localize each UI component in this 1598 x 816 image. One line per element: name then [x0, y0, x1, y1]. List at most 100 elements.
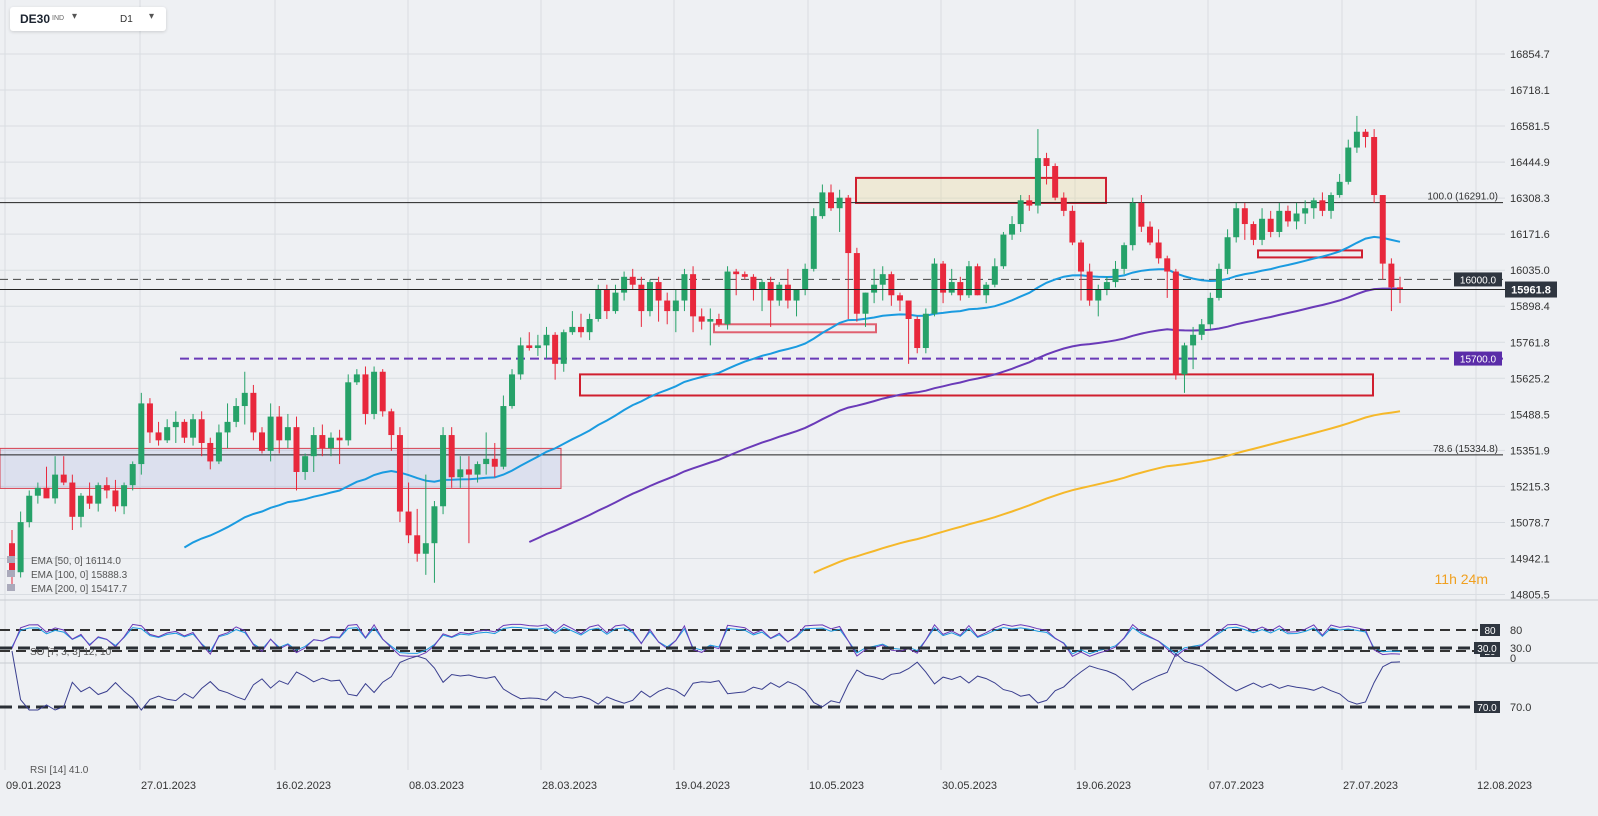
small-zone — [1257, 249, 1363, 259]
candle — [965, 266, 972, 296]
candle — [310, 435, 317, 457]
candle — [784, 284, 791, 301]
candle — [1302, 208, 1309, 214]
candle — [1241, 208, 1248, 225]
price-tick-label: 15625.2 — [1510, 373, 1550, 385]
candle — [1276, 210, 1283, 232]
candle — [1164, 258, 1171, 272]
candle — [172, 421, 179, 428]
price-tick-label: 14805.5 — [1510, 590, 1550, 602]
candle — [577, 326, 584, 333]
candle — [1017, 200, 1024, 225]
candle — [198, 419, 205, 443]
candle — [284, 427, 291, 441]
candle — [914, 319, 921, 349]
candle — [1121, 245, 1128, 269]
candle — [776, 284, 783, 301]
candle — [336, 437, 343, 441]
candle — [491, 458, 498, 467]
support-zone — [579, 373, 1374, 397]
candle — [853, 253, 860, 314]
candle — [1146, 226, 1153, 243]
candle — [569, 326, 576, 333]
timeframe-label[interactable]: D1 — [120, 14, 133, 25]
ema200-line — [813, 410, 1401, 574]
candle — [207, 442, 214, 462]
candle — [1310, 200, 1317, 209]
candle — [1103, 282, 1110, 290]
rsi-level-tag-label: 30.0 — [1477, 644, 1497, 655]
price-tick-label: 16854.7 — [1510, 49, 1550, 61]
candle — [1138, 202, 1145, 227]
candle — [1362, 131, 1369, 138]
candle — [353, 374, 360, 383]
candle — [276, 416, 283, 441]
price-tick-label: 15898.4 — [1510, 301, 1550, 313]
candle — [819, 192, 826, 217]
date-tick-label: 28.03.2023 — [542, 780, 597, 792]
candle — [457, 469, 464, 478]
candle — [828, 192, 835, 209]
candle — [759, 282, 766, 290]
price-tick-label: 15488.5 — [1510, 409, 1550, 421]
candle — [672, 300, 679, 312]
candle — [1319, 200, 1326, 211]
so-tick-label: 80 — [1510, 625, 1522, 637]
candle — [879, 274, 886, 285]
candle — [940, 263, 947, 293]
date-tick-label: 27.07.2023 — [1343, 780, 1398, 792]
timeframe-dropdown-icon[interactable]: ▾ — [149, 11, 155, 22]
rsi-tick-label: 30.0 — [1510, 643, 1531, 655]
fibo-level-label: 78.6 (15334.8) — [1433, 444, 1498, 455]
candle — [526, 345, 533, 349]
candle — [1371, 137, 1378, 196]
candle — [1250, 224, 1257, 240]
symbol-selector[interactable]: DE30 IND ▾ D1 ▾ — [10, 7, 166, 31]
candle — [267, 416, 274, 451]
candle-timer: 11h 24m — [1434, 571, 1488, 587]
candle — [509, 374, 516, 407]
price-tick-label: 15215.3 — [1510, 481, 1550, 493]
candle — [724, 271, 731, 325]
candle — [517, 345, 524, 375]
date-tick-label: 19.04.2023 — [675, 780, 730, 792]
candle — [241, 392, 248, 407]
fibo-level-label: 100.0 (16291.0) — [1427, 192, 1498, 203]
candle — [741, 274, 748, 277]
price-tick-label: 16308.3 — [1510, 193, 1550, 205]
date-tick-label: 08.03.2023 — [409, 780, 464, 792]
candle — [250, 392, 257, 433]
candle — [1069, 210, 1076, 243]
rsi-tick-label: 70.0 — [1510, 702, 1531, 714]
candle — [646, 282, 653, 312]
candle — [871, 284, 878, 293]
price-tick-label: 15078.7 — [1510, 517, 1550, 529]
candle — [34, 487, 41, 496]
candle — [595, 289, 602, 320]
candle — [1233, 208, 1240, 238]
price-tick-label: 16581.5 — [1510, 121, 1550, 133]
candle — [388, 411, 395, 436]
price-tick-label: 15351.9 — [1510, 445, 1550, 457]
candle — [1086, 271, 1093, 301]
candle — [440, 435, 447, 507]
rsi-legend-label: RSI [14] 41.0 — [30, 765, 89, 776]
symbol-type-label: IND — [52, 15, 65, 22]
candle — [215, 432, 222, 462]
so-tick-label: 0 — [1510, 653, 1516, 665]
date-tick-label: 07.07.2023 — [1209, 780, 1264, 792]
candle — [1026, 200, 1033, 206]
candle — [1095, 289, 1102, 301]
candle — [1353, 131, 1360, 148]
legend-label: EMA [50, 0] 16114.0 — [31, 556, 121, 567]
rsi-level-tag — [1474, 701, 1500, 713]
candle — [621, 276, 628, 293]
date-tick-label: 12.08.2023 — [1477, 780, 1532, 792]
candle — [543, 334, 550, 346]
candle — [655, 282, 662, 301]
legend-label: EMA [100, 0] 15888.3 — [31, 570, 128, 581]
legend-icon — [7, 570, 15, 577]
candle — [26, 495, 33, 523]
symbol-dropdown-icon[interactable]: ▾ — [72, 11, 78, 22]
